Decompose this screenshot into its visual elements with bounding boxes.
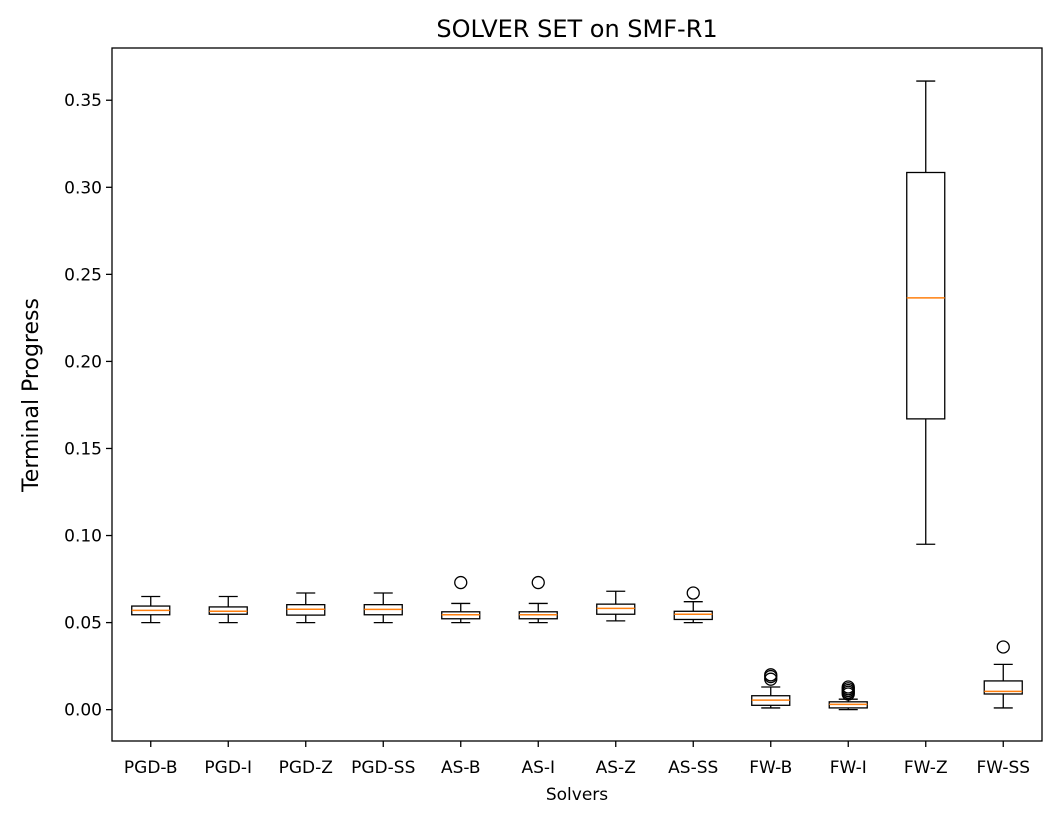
box-as-ss <box>673 610 713 621</box>
y-tick-label: 0.05 <box>64 614 102 634</box>
x-tick-label: FW-SS <box>976 758 1030 778</box>
y-tick-label: 0.00 <box>64 701 102 721</box>
y-tick-label: 0.30 <box>64 178 102 198</box>
x-tick-label: AS-I <box>521 758 555 778</box>
y-tick-label: 0.20 <box>64 352 102 372</box>
x-tick-label: AS-Z <box>596 758 636 778</box>
outlier-point <box>531 575 545 590</box>
x-tick-label: FW-B <box>749 758 792 778</box>
outlier-point <box>996 640 1010 654</box>
outlier-point <box>841 680 855 694</box>
x-tick-label: PGD-I <box>204 758 252 778</box>
x-tick-label: AS-SS <box>668 758 718 778</box>
y-tick-label: 0.25 <box>64 265 102 285</box>
x-tick-label: PGD-Z <box>279 758 333 778</box>
x-axis-label: Solvers <box>546 785 608 805</box>
chart-title: SOLVER SET on SMF-R1 <box>436 15 717 43</box>
box-fw-z <box>906 171 946 420</box>
x-tick-label: PGD-SS <box>351 758 415 778</box>
y-tick-label: 0.35 <box>64 91 102 111</box>
x-tick-label: PGD-B <box>124 758 178 778</box>
outlier-point <box>764 668 778 682</box>
outlier-point <box>686 586 700 600</box>
y-tick-label: 0.15 <box>64 439 102 459</box>
y-tick-label: 0.10 <box>64 527 102 547</box>
y-axis-label: Terminal Progress <box>19 298 44 493</box>
box-as-z <box>596 603 636 615</box>
plot-frame <box>111 47 1043 742</box>
plot-area: 0.00 0.05 0.10 0.15 0.20 0.25 0.30 0.35 PGD-B PGD… <box>64 80 1030 778</box>
x-tick-label: FW-Z <box>904 758 948 778</box>
x-tick-label: AS-B <box>441 758 481 778</box>
x-tick-label: FW-I <box>830 758 867 778</box>
outlier-point <box>454 575 468 590</box>
